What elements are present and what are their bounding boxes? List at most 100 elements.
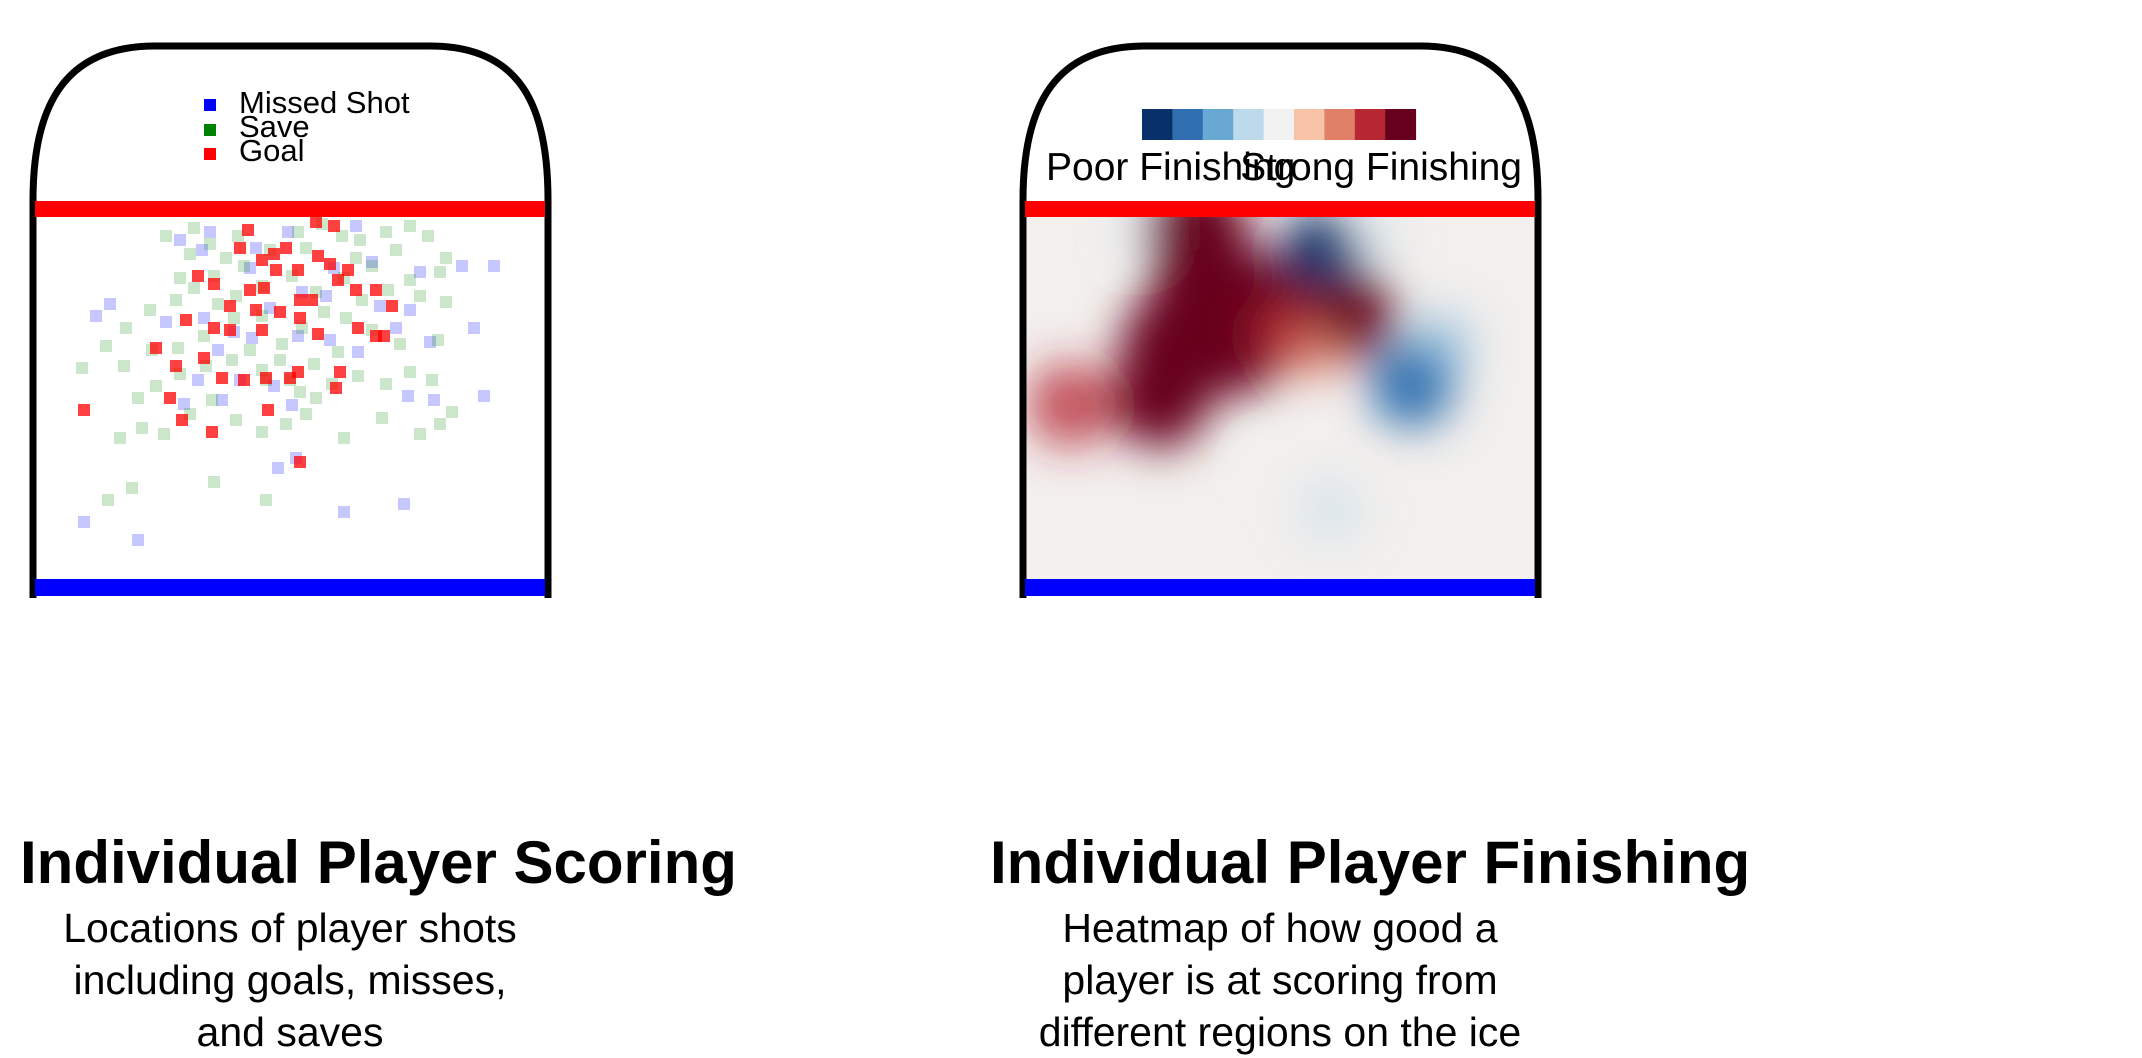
goal-marker (208, 278, 220, 290)
missed-shot-marker (428, 394, 440, 406)
save-marker (208, 476, 220, 488)
goal-marker (256, 254, 268, 266)
blue-line (35, 579, 545, 596)
missed-shot-marker (282, 226, 294, 238)
goal-marker (292, 264, 304, 276)
goal-marker (294, 312, 306, 324)
missed-shot-marker (402, 390, 414, 402)
missed-shot-marker (488, 260, 500, 272)
goal-marker (78, 404, 90, 416)
missed-shot-marker (192, 374, 204, 386)
goal-marker (192, 270, 204, 282)
missed-shot-marker (374, 300, 386, 312)
save-marker (380, 226, 392, 238)
save-marker (230, 414, 242, 426)
goal-marker (256, 324, 268, 336)
save-marker (238, 260, 250, 272)
save-marker (160, 230, 172, 242)
colorbar-swatch (1263, 109, 1295, 140)
goal-marker (238, 374, 250, 386)
save-marker (380, 378, 392, 390)
goal-marker (262, 404, 274, 416)
missed-shot-marker (366, 256, 378, 268)
finishing-caption: Individual Player Finishing Heatmap of h… (990, 829, 1751, 1058)
missed-shot-marker (204, 226, 216, 238)
missed-shot-marker (390, 322, 402, 334)
save-marker (260, 494, 272, 506)
goal-marker (164, 392, 176, 404)
save-marker (276, 338, 288, 350)
shot-markers (76, 217, 500, 546)
legend-swatch-missed (204, 99, 216, 111)
save-marker (118, 360, 130, 372)
legend-label-goal: Goal (239, 133, 304, 168)
goal-marker (312, 250, 324, 262)
goal-marker (306, 294, 318, 306)
missed-shot-marker (424, 336, 436, 348)
goal-marker (150, 342, 162, 354)
missed-shot-marker (160, 316, 172, 328)
goal-marker (224, 300, 236, 312)
save-marker (318, 306, 330, 318)
save-marker (76, 362, 88, 374)
goal-marker (386, 300, 398, 312)
missed-shot-marker (216, 394, 228, 406)
goal-marker (328, 220, 340, 232)
goal-marker (332, 274, 344, 286)
save-marker (188, 222, 200, 234)
goal-marker (294, 456, 306, 468)
heatmap-blob (1112, 352, 1208, 448)
save-marker (114, 432, 126, 444)
colorbar-swatch (1233, 109, 1265, 140)
missed-shot-marker (132, 534, 144, 546)
save-marker (390, 244, 402, 256)
goal-marker (216, 372, 228, 384)
goal-marker (334, 366, 346, 378)
heatmap-blob (1282, 217, 1358, 288)
save-marker (280, 418, 292, 430)
missed-shot-marker (174, 234, 186, 246)
goal-marker (330, 382, 342, 394)
legend-label-save: Save (239, 109, 310, 144)
missed-shot-marker (456, 260, 468, 272)
colorbar-swatch (1385, 109, 1417, 140)
save-marker (296, 322, 308, 334)
finishing-subtitle: Heatmap of how good a player is at scori… (1038, 905, 1522, 1055)
heatmap-blob (1116, 217, 1164, 254)
finishing-title: Individual Player Finishing (990, 829, 1751, 896)
missed-shot-marker (90, 310, 102, 322)
goal-marker (350, 284, 362, 296)
finishing-colorbar (1142, 109, 1417, 140)
save-marker (126, 482, 138, 494)
goal-marker (280, 242, 292, 254)
save-marker (422, 230, 434, 242)
save-marker (404, 220, 416, 232)
goal-marker (310, 217, 322, 228)
goal-marker (274, 306, 286, 318)
save-marker (308, 358, 320, 370)
save-marker (136, 422, 148, 434)
missed-shot-marker (272, 462, 284, 474)
save-marker (132, 392, 144, 404)
heatmap-blob (1290, 322, 1346, 378)
colorbar-swatch (1354, 109, 1386, 140)
save-marker (102, 494, 114, 506)
missed-shot-marker (286, 399, 298, 411)
goal-marker (324, 258, 336, 270)
heatmap-surface (1028, 217, 1472, 544)
save-marker (174, 272, 186, 284)
goal-marker (294, 294, 306, 306)
save-marker (340, 312, 352, 324)
colorbar-swatch (1324, 109, 1356, 140)
missed-shot-marker (352, 346, 364, 358)
missed-shot-marker (104, 298, 116, 310)
colorbar-swatch (1294, 109, 1325, 140)
missed-shot-marker (324, 334, 336, 346)
missed-shot-marker (350, 220, 362, 232)
goal-marker (352, 322, 364, 334)
scoring-caption: Individual Player Scoring Locations of p… (20, 830, 737, 1058)
save-marker (382, 284, 394, 296)
goal-marker (180, 314, 192, 326)
save-marker (198, 330, 210, 342)
missed-shot-marker (178, 398, 190, 410)
